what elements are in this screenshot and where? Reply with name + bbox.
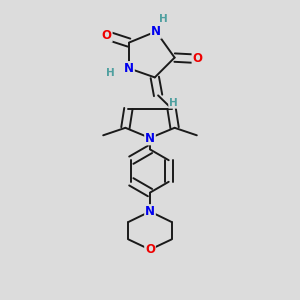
Text: H: H <box>106 68 115 78</box>
Text: N: N <box>145 205 155 218</box>
Text: O: O <box>145 243 155 256</box>
Text: H: H <box>159 14 168 25</box>
Text: N: N <box>151 25 161 38</box>
Text: O: O <box>102 29 112 42</box>
Text: O: O <box>192 52 203 65</box>
Text: N: N <box>124 62 134 75</box>
Text: H: H <box>169 98 178 108</box>
Text: N: N <box>145 131 155 145</box>
